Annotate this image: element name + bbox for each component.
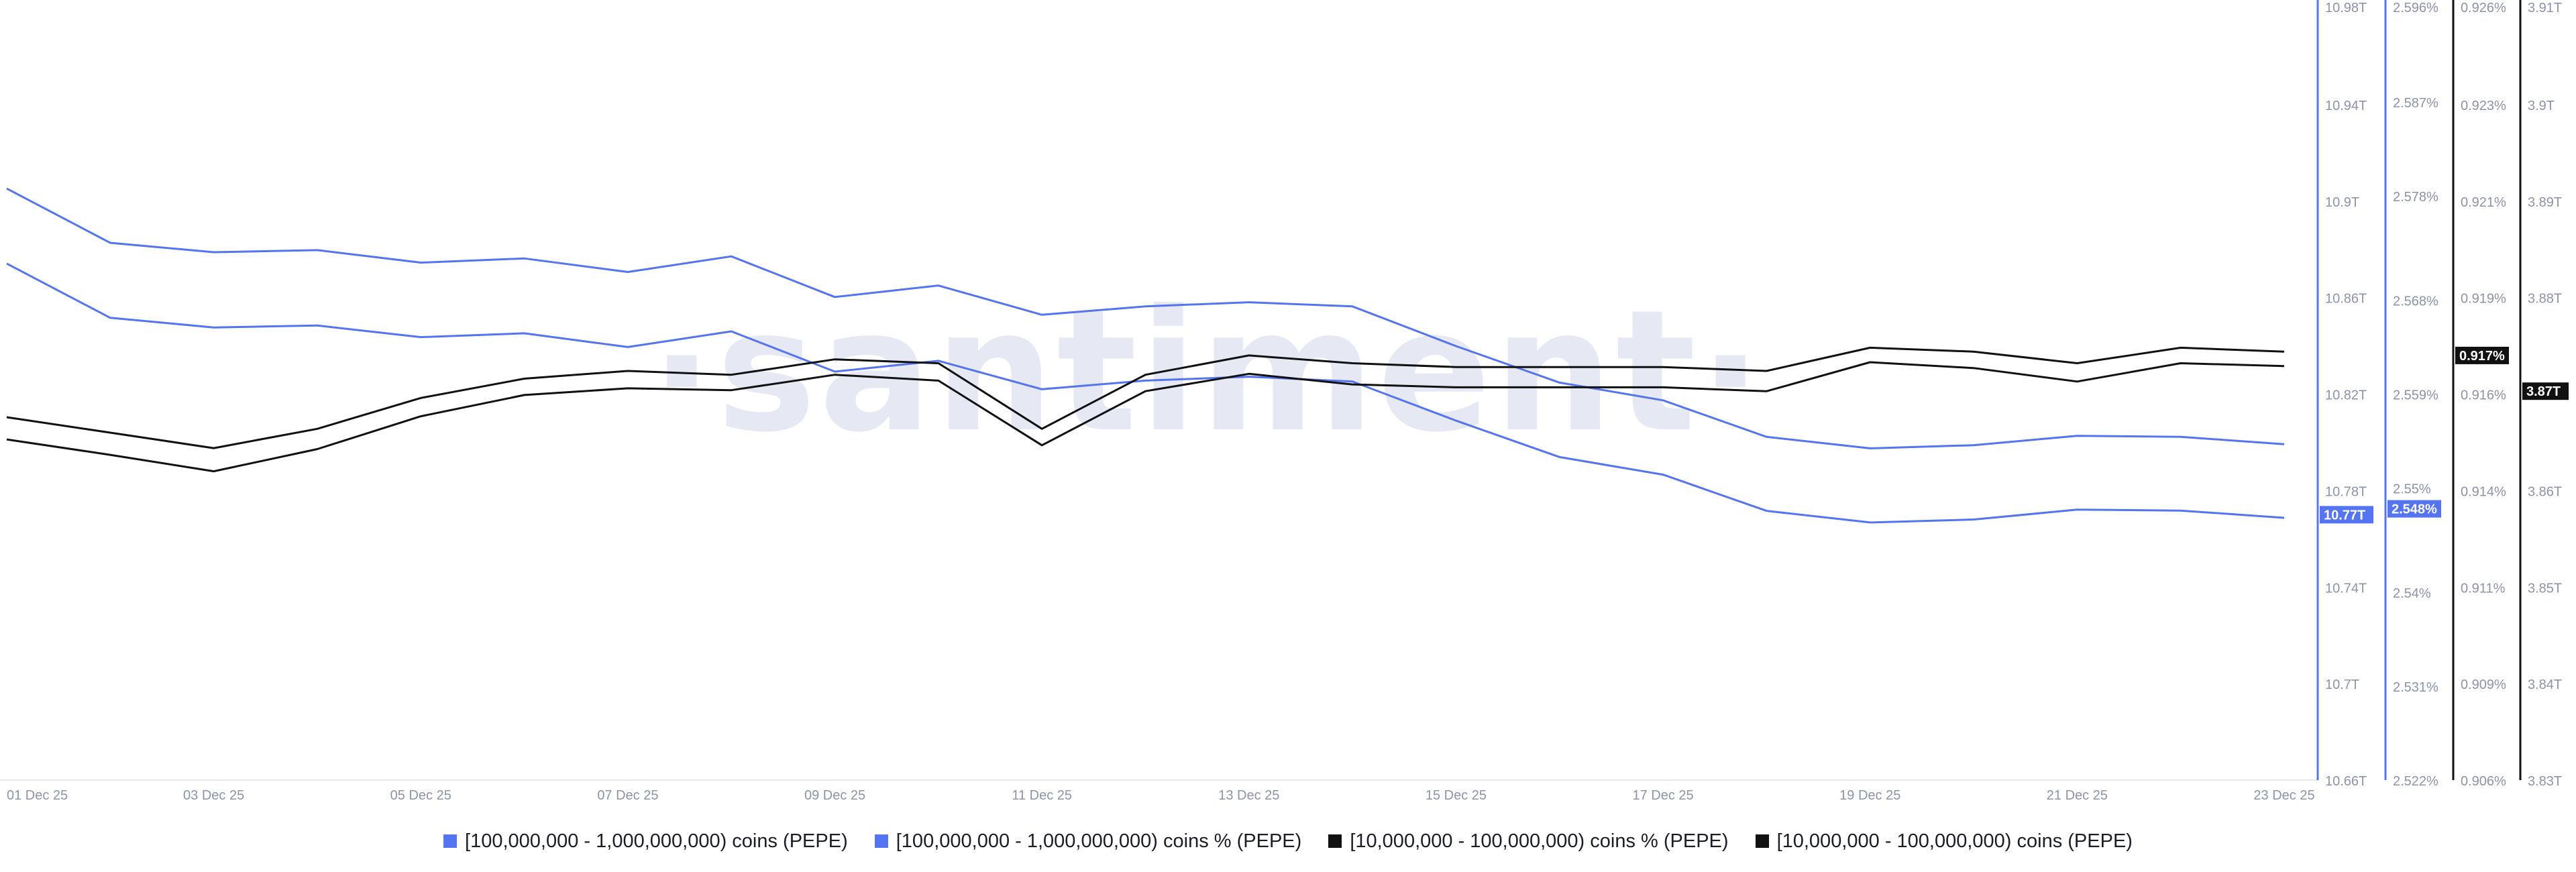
y-tick-label: 10.82T (2325, 388, 2367, 403)
legend-item-2[interactable]: [10,000,000 - 100,000,000) coins % (PEPE… (1328, 830, 1729, 853)
y-tick-label: 10.94T (2325, 99, 2367, 113)
value-badge (2387, 500, 2441, 518)
y-tick-label: 0.916% (2461, 388, 2506, 403)
y-tick-label: 10.7T (2325, 677, 2359, 692)
y-tick-label: 10.9T (2325, 195, 2359, 210)
legend-item-1[interactable]: [100,000,000 - 1,000,000,000) coins % (P… (874, 830, 1302, 853)
series-line-1 (6, 187, 2285, 449)
legend-swatch (874, 834, 888, 848)
x-tick-label: 05 Dec 25 (390, 788, 451, 803)
chart: ·santiment· 10.98T10.94T10.9T10.86T10.82… (0, 0, 2569, 803)
y-tick-label: 0.911% (2461, 581, 2506, 596)
value-badge-label: 2.548% (2392, 502, 2437, 517)
series-line-3 (6, 361, 2285, 473)
y-tick-label: 10.66T (2325, 774, 2367, 789)
x-tick-label: 19 Dec 25 (1839, 788, 1900, 803)
value-badge (2522, 382, 2569, 400)
y-tick-label: 3.84T (2528, 677, 2562, 692)
y-tick-label: 3.85T (2528, 581, 2562, 596)
y-tick-label: 0.906% (2461, 774, 2506, 789)
y-tick-label: 3.83T (2528, 774, 2562, 789)
x-tick-label: 09 Dec 25 (804, 788, 865, 803)
x-tick-label: 15 Dec 25 (1426, 788, 1487, 803)
y-tick-label: 10.86T (2325, 292, 2367, 307)
y-tick-label: 0.909% (2461, 677, 2506, 692)
legend-swatch (1328, 834, 1342, 848)
y-tick-label: 0.919% (2461, 292, 2506, 307)
legend: [100,000,000 - 1,000,000,000) coins (PEP… (0, 826, 2576, 856)
y-tick-label: 2.596% (2393, 1, 2438, 15)
x-tick-label: 01 Dec 25 (7, 788, 68, 803)
series-line-2 (6, 346, 2285, 449)
x-tick-label: 11 Dec 25 (1012, 788, 1072, 803)
x-tick-label: 07 Dec 25 (597, 788, 658, 803)
y-tick-label: 0.923% (2461, 99, 2506, 113)
legend-label: [100,000,000 - 1,000,000,000) coins (PEP… (465, 830, 848, 852)
y-tick-label: 2.587% (2393, 96, 2438, 111)
y-tick-label: 2.531% (2393, 680, 2438, 695)
x-tick-label: 23 Dec 25 (2253, 788, 2314, 803)
y-tick-label: 2.54% (2393, 586, 2431, 601)
y-tick-label: 3.86T (2528, 484, 2562, 499)
x-tick-label: 17 Dec 25 (1633, 788, 1694, 803)
x-ticks-layer: 01 Dec 25 03 Dec 25 05 Dec 25 07 Dec 25 09 D… (7, 788, 2315, 803)
legend-swatch (443, 834, 458, 848)
x-tick-label: 13 Dec 25 (1218, 788, 1279, 803)
series-line-0 (6, 262, 2285, 524)
y-tick-label: 0.921% (2461, 195, 2506, 210)
legend-swatch (1755, 834, 1769, 848)
y-tick-label: 2.55% (2393, 482, 2431, 496)
y-tick-label: 3.91T (2528, 1, 2562, 15)
y-tick-label: 3.88T (2528, 292, 2562, 307)
value-badge-label: 0.917% (2459, 349, 2505, 364)
value-badge (2455, 346, 2509, 364)
y-tick-label: 10.74T (2325, 581, 2367, 596)
y-tick-label: 2.568% (2393, 294, 2438, 309)
axes-layer: 10.98T 10.94T 10.9T 10.86T 10.82T 10.78T 10.74… (2316, 0, 2569, 789)
series-layer (6, 187, 2285, 524)
y-tick-label: 2.578% (2393, 190, 2438, 205)
legend-label: [10,000,000 - 100,000,000) coins (PEPE) (1776, 830, 2133, 852)
legend-label: [10,000,000 - 100,000,000) coins % (PEPE… (1350, 830, 1729, 852)
y-tick-label: 10.98T (2325, 1, 2367, 15)
y-tick-label: 2.559% (2393, 388, 2438, 403)
legend-item-0[interactable]: [100,000,000 - 1,000,000,000) coins (PEP… (443, 830, 848, 853)
y-tick-label: 3.9T (2528, 99, 2555, 113)
legend-item-3[interactable]: [10,000,000 - 100,000,000) coins (PEPE) (1755, 830, 2133, 853)
y-tick-label: 10.78T (2325, 484, 2367, 499)
y-tick-label: 0.914% (2461, 484, 2506, 499)
y-tick-label: 3.89T (2528, 195, 2562, 210)
x-tick-label: 21 Dec 25 (2047, 788, 2108, 803)
value-badge-label: 10.77T (2324, 508, 2365, 523)
value-badge-label: 3.87T (2526, 384, 2561, 399)
y-tick-label: 0.926% (2461, 1, 2506, 15)
x-tick-label: 03 Dec 25 (183, 788, 244, 803)
value-badge (2320, 506, 2373, 524)
legend-label: [100,000,000 - 1,000,000,000) coins % (P… (896, 830, 1302, 852)
y-tick-label: 2.522% (2393, 774, 2438, 789)
